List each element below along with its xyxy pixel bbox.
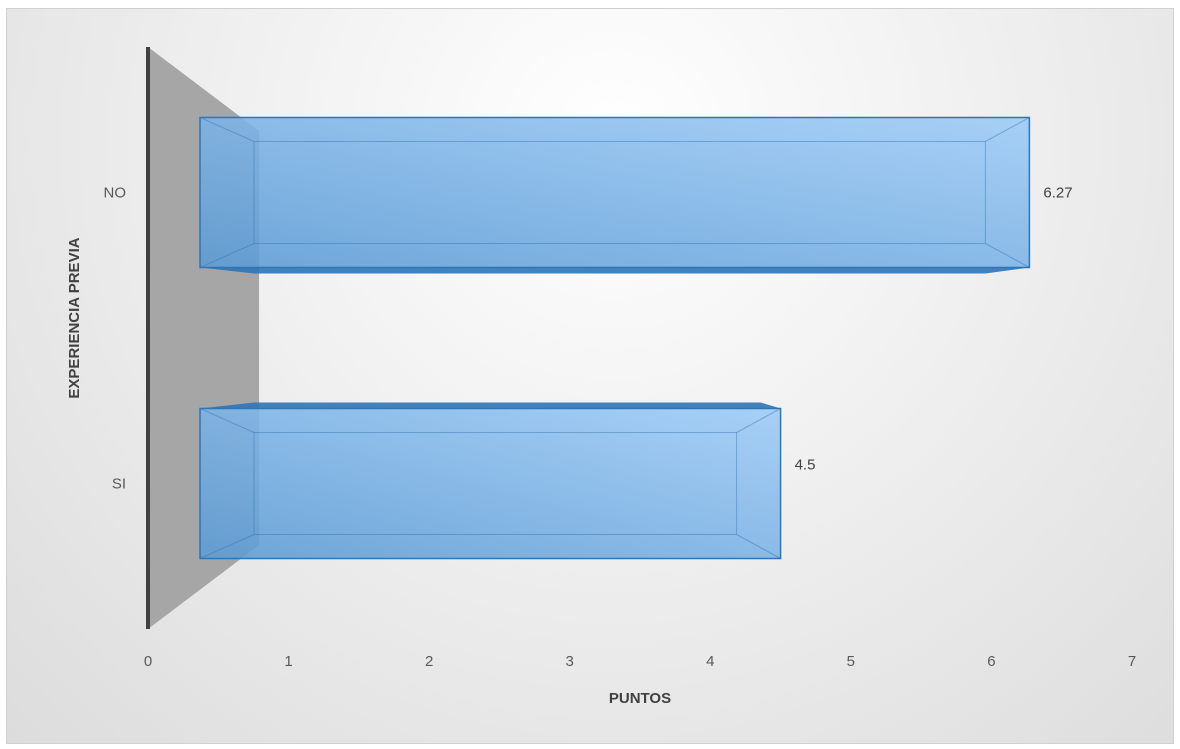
x-tick-label: 4 <box>706 653 714 670</box>
x-tick-label: 6 <box>987 653 995 670</box>
category-label-no: NO <box>104 185 127 202</box>
data-label-no: 6.27 <box>1043 185 1072 202</box>
bar-si <box>199 402 782 560</box>
x-tick-label: 3 <box>566 653 574 670</box>
x-tick-label: 2 <box>425 653 433 670</box>
bar-chart: 0 1 2 3 4 5 6 7 SI NO 4.5 6.27 PUNTOS EXPERIENCIA… <box>66 47 1136 707</box>
x-tick-label: 5 <box>847 653 855 670</box>
x-axis-title: PUNTOS <box>609 690 671 707</box>
x-tick-label: 0 <box>144 653 152 670</box>
chart-area: 0 1 2 3 4 5 6 7 SI NO 4.5 6.27 PUNTOS EXPERIENCIA… <box>6 8 1174 744</box>
x-tick-label: 1 <box>284 653 292 670</box>
data-label-si: 4.5 <box>795 457 816 474</box>
y-axis-title: EXPERIENCIA PREVIA <box>66 237 83 398</box>
category-label-si: SI <box>112 476 126 493</box>
x-tick-label: 7 <box>1128 653 1136 670</box>
bar-no <box>199 116 1031 274</box>
